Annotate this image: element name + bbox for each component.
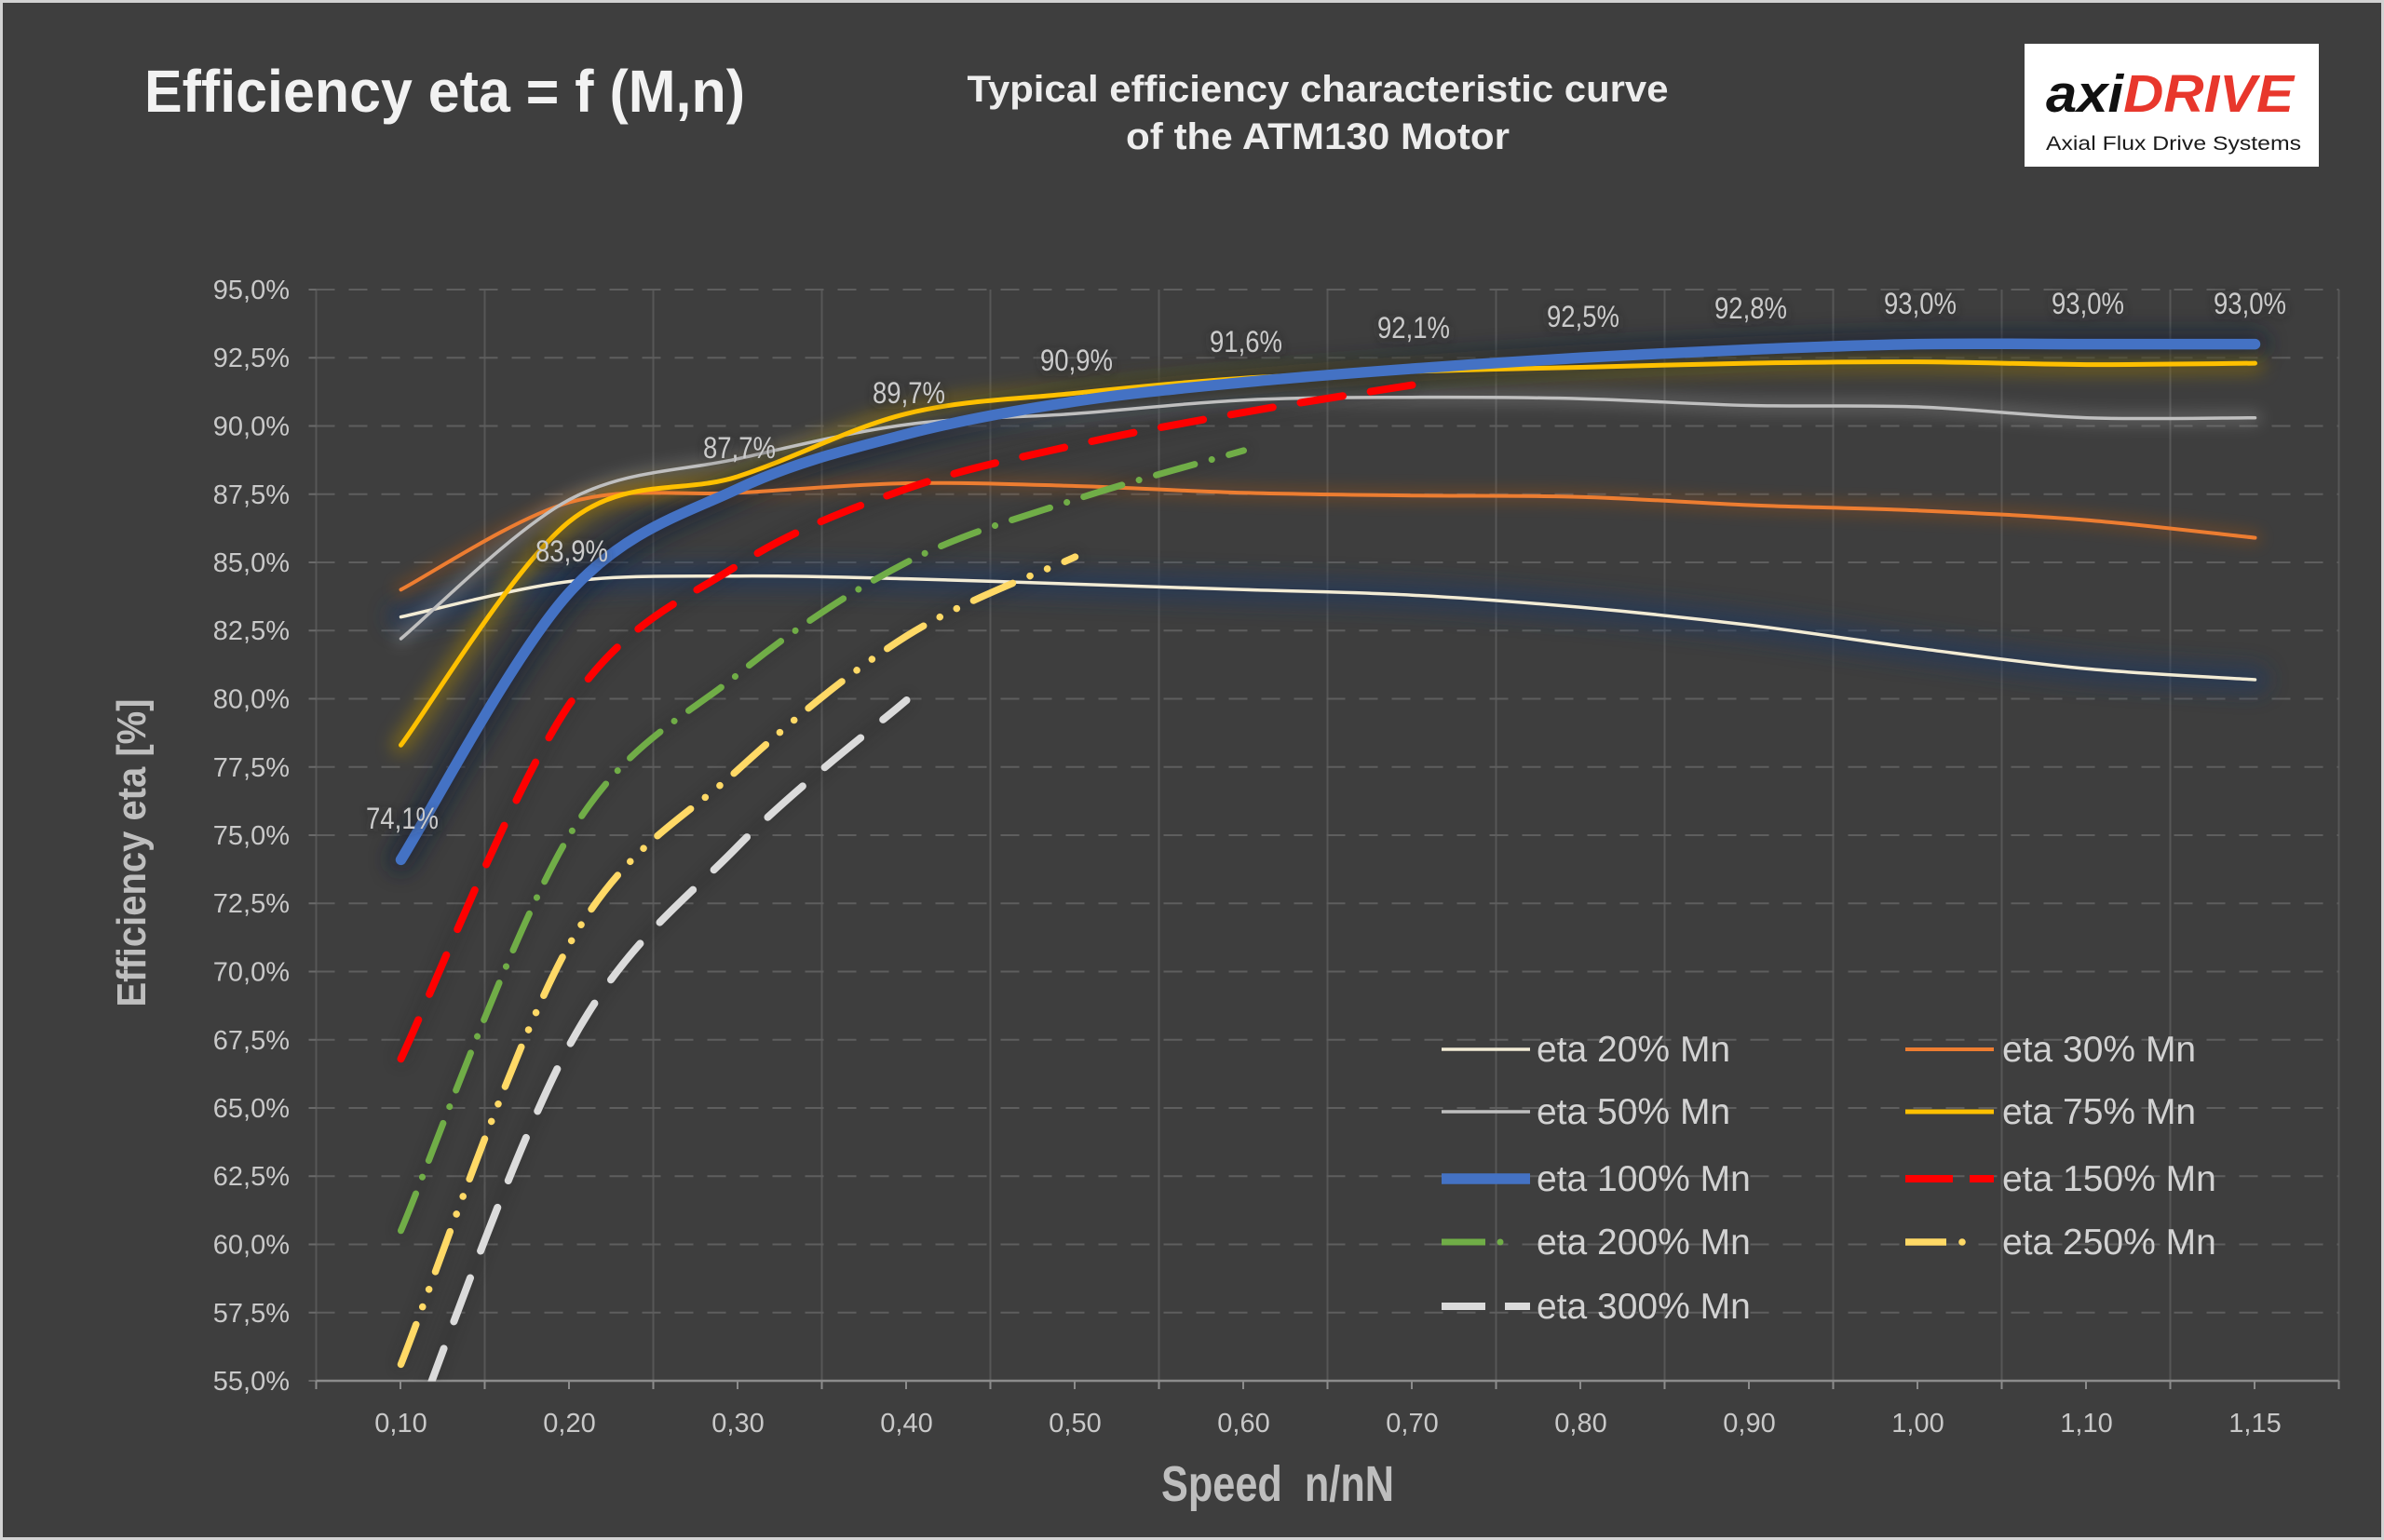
svg-text:93,0%: 93,0% [2214, 289, 2286, 322]
svg-text:62,5%: 62,5% [213, 1162, 290, 1192]
svg-text:55,0%: 55,0% [213, 1367, 290, 1397]
svg-text:87,7%: 87,7% [703, 431, 776, 465]
svg-text:75,0%: 75,0% [213, 821, 290, 851]
svg-text:87,5%: 87,5% [213, 480, 290, 510]
svg-text:90,0%: 90,0% [213, 412, 290, 442]
svg-text:0,60: 0,60 [1217, 1409, 1269, 1439]
svg-text:of the ATM130 Motor: of the ATM130 Motor [1126, 116, 1510, 157]
svg-text:Speed n/nN: Speed n/nN [1161, 1456, 1394, 1512]
svg-text:0,50: 0,50 [1049, 1409, 1101, 1439]
svg-text:72,5%: 72,5% [213, 889, 290, 919]
svg-text:80,0%: 80,0% [213, 685, 290, 715]
svg-text:92,5%: 92,5% [1547, 302, 1619, 335]
svg-text:87,7%: 87,7% [703, 433, 776, 466]
svg-text:eta 30% Mn: eta 30% Mn [2002, 1030, 2196, 1070]
svg-text:0,90: 0,90 [1723, 1409, 1775, 1439]
svg-text:0,80: 0,80 [1554, 1409, 1606, 1439]
svg-text:eta 50% Mn: eta 50% Mn [1537, 1092, 1730, 1132]
svg-text:eta 200% Mn: eta 200% Mn [1537, 1223, 1751, 1263]
svg-text:0,70: 0,70 [1386, 1409, 1438, 1439]
svg-text:Typical efficiency characteris: Typical efficiency characteristic curve [968, 69, 1669, 110]
svg-text:93,0%: 93,0% [1884, 289, 1957, 322]
svg-text:93,0%: 93,0% [2052, 289, 2124, 322]
svg-text:0,20: 0,20 [543, 1409, 595, 1439]
svg-text:0,40: 0,40 [880, 1409, 932, 1439]
svg-text:92,5%: 92,5% [213, 344, 290, 373]
svg-text:92,8%: 92,8% [1714, 293, 1787, 327]
svg-text:1,00: 1,00 [1891, 1409, 1944, 1439]
svg-text:90,9%: 90,9% [1040, 345, 1113, 379]
svg-text:83,9%: 83,9% [535, 536, 608, 570]
svg-text:93,0%: 93,0% [2214, 287, 2286, 320]
svg-text:77,5%: 77,5% [213, 753, 290, 783]
svg-text:Efficiency eta [%]: Efficiency eta [%] [109, 699, 155, 1007]
svg-text:65,0%: 65,0% [213, 1094, 290, 1124]
svg-text:0,30: 0,30 [711, 1409, 764, 1439]
svg-text:1,10: 1,10 [2060, 1409, 2112, 1439]
svg-text:89,7%: 89,7% [873, 378, 945, 412]
svg-text:eta 150% Mn: eta 150% Mn [2002, 1159, 2216, 1199]
svg-text:Axial Flux Drive Systems: Axial Flux Drive Systems [2046, 133, 2301, 155]
svg-text:1,15: 1,15 [2228, 1409, 2281, 1439]
svg-text:95,0%: 95,0% [213, 276, 290, 305]
svg-text:82,5%: 82,5% [213, 616, 290, 646]
svg-text:93,0%: 93,0% [1884, 287, 1957, 320]
svg-text:83,9%: 83,9% [535, 534, 608, 568]
svg-text:74,1%: 74,1% [366, 804, 439, 837]
svg-text:eta 20% Mn: eta 20% Mn [1537, 1030, 1730, 1070]
svg-text:eta 300% Mn: eta 300% Mn [1537, 1287, 1751, 1327]
svg-text:85,0%: 85,0% [213, 548, 290, 578]
svg-text:67,5%: 67,5% [213, 1026, 290, 1056]
svg-text:93,0%: 93,0% [2052, 287, 2124, 320]
svg-text:92,1%: 92,1% [1377, 311, 1450, 344]
svg-text:91,6%: 91,6% [1210, 325, 1282, 358]
svg-text:axiDRIVE: axiDRIVE [2046, 64, 2296, 124]
svg-text:74,1%: 74,1% [366, 802, 439, 835]
svg-text:70,0%: 70,0% [213, 958, 290, 988]
svg-text:eta 75% Mn: eta 75% Mn [2002, 1092, 2196, 1132]
svg-text:91,6%: 91,6% [1210, 327, 1282, 360]
svg-text:90,9%: 90,9% [1040, 344, 1113, 377]
svg-text:0,10: 0,10 [374, 1409, 427, 1439]
svg-text:eta 100% Mn: eta 100% Mn [1537, 1159, 1751, 1199]
svg-text:60,0%: 60,0% [213, 1231, 290, 1261]
svg-text:92,5%: 92,5% [1547, 300, 1619, 333]
svg-text:Efficiency eta = f (M,n): Efficiency eta = f (M,n) [144, 58, 745, 125]
svg-text:92,1%: 92,1% [1377, 313, 1450, 346]
svg-text:57,5%: 57,5% [213, 1299, 290, 1329]
svg-text:89,7%: 89,7% [873, 376, 945, 410]
svg-text:eta 250% Mn: eta 250% Mn [2002, 1223, 2216, 1263]
svg-text:92,8%: 92,8% [1714, 291, 1787, 325]
